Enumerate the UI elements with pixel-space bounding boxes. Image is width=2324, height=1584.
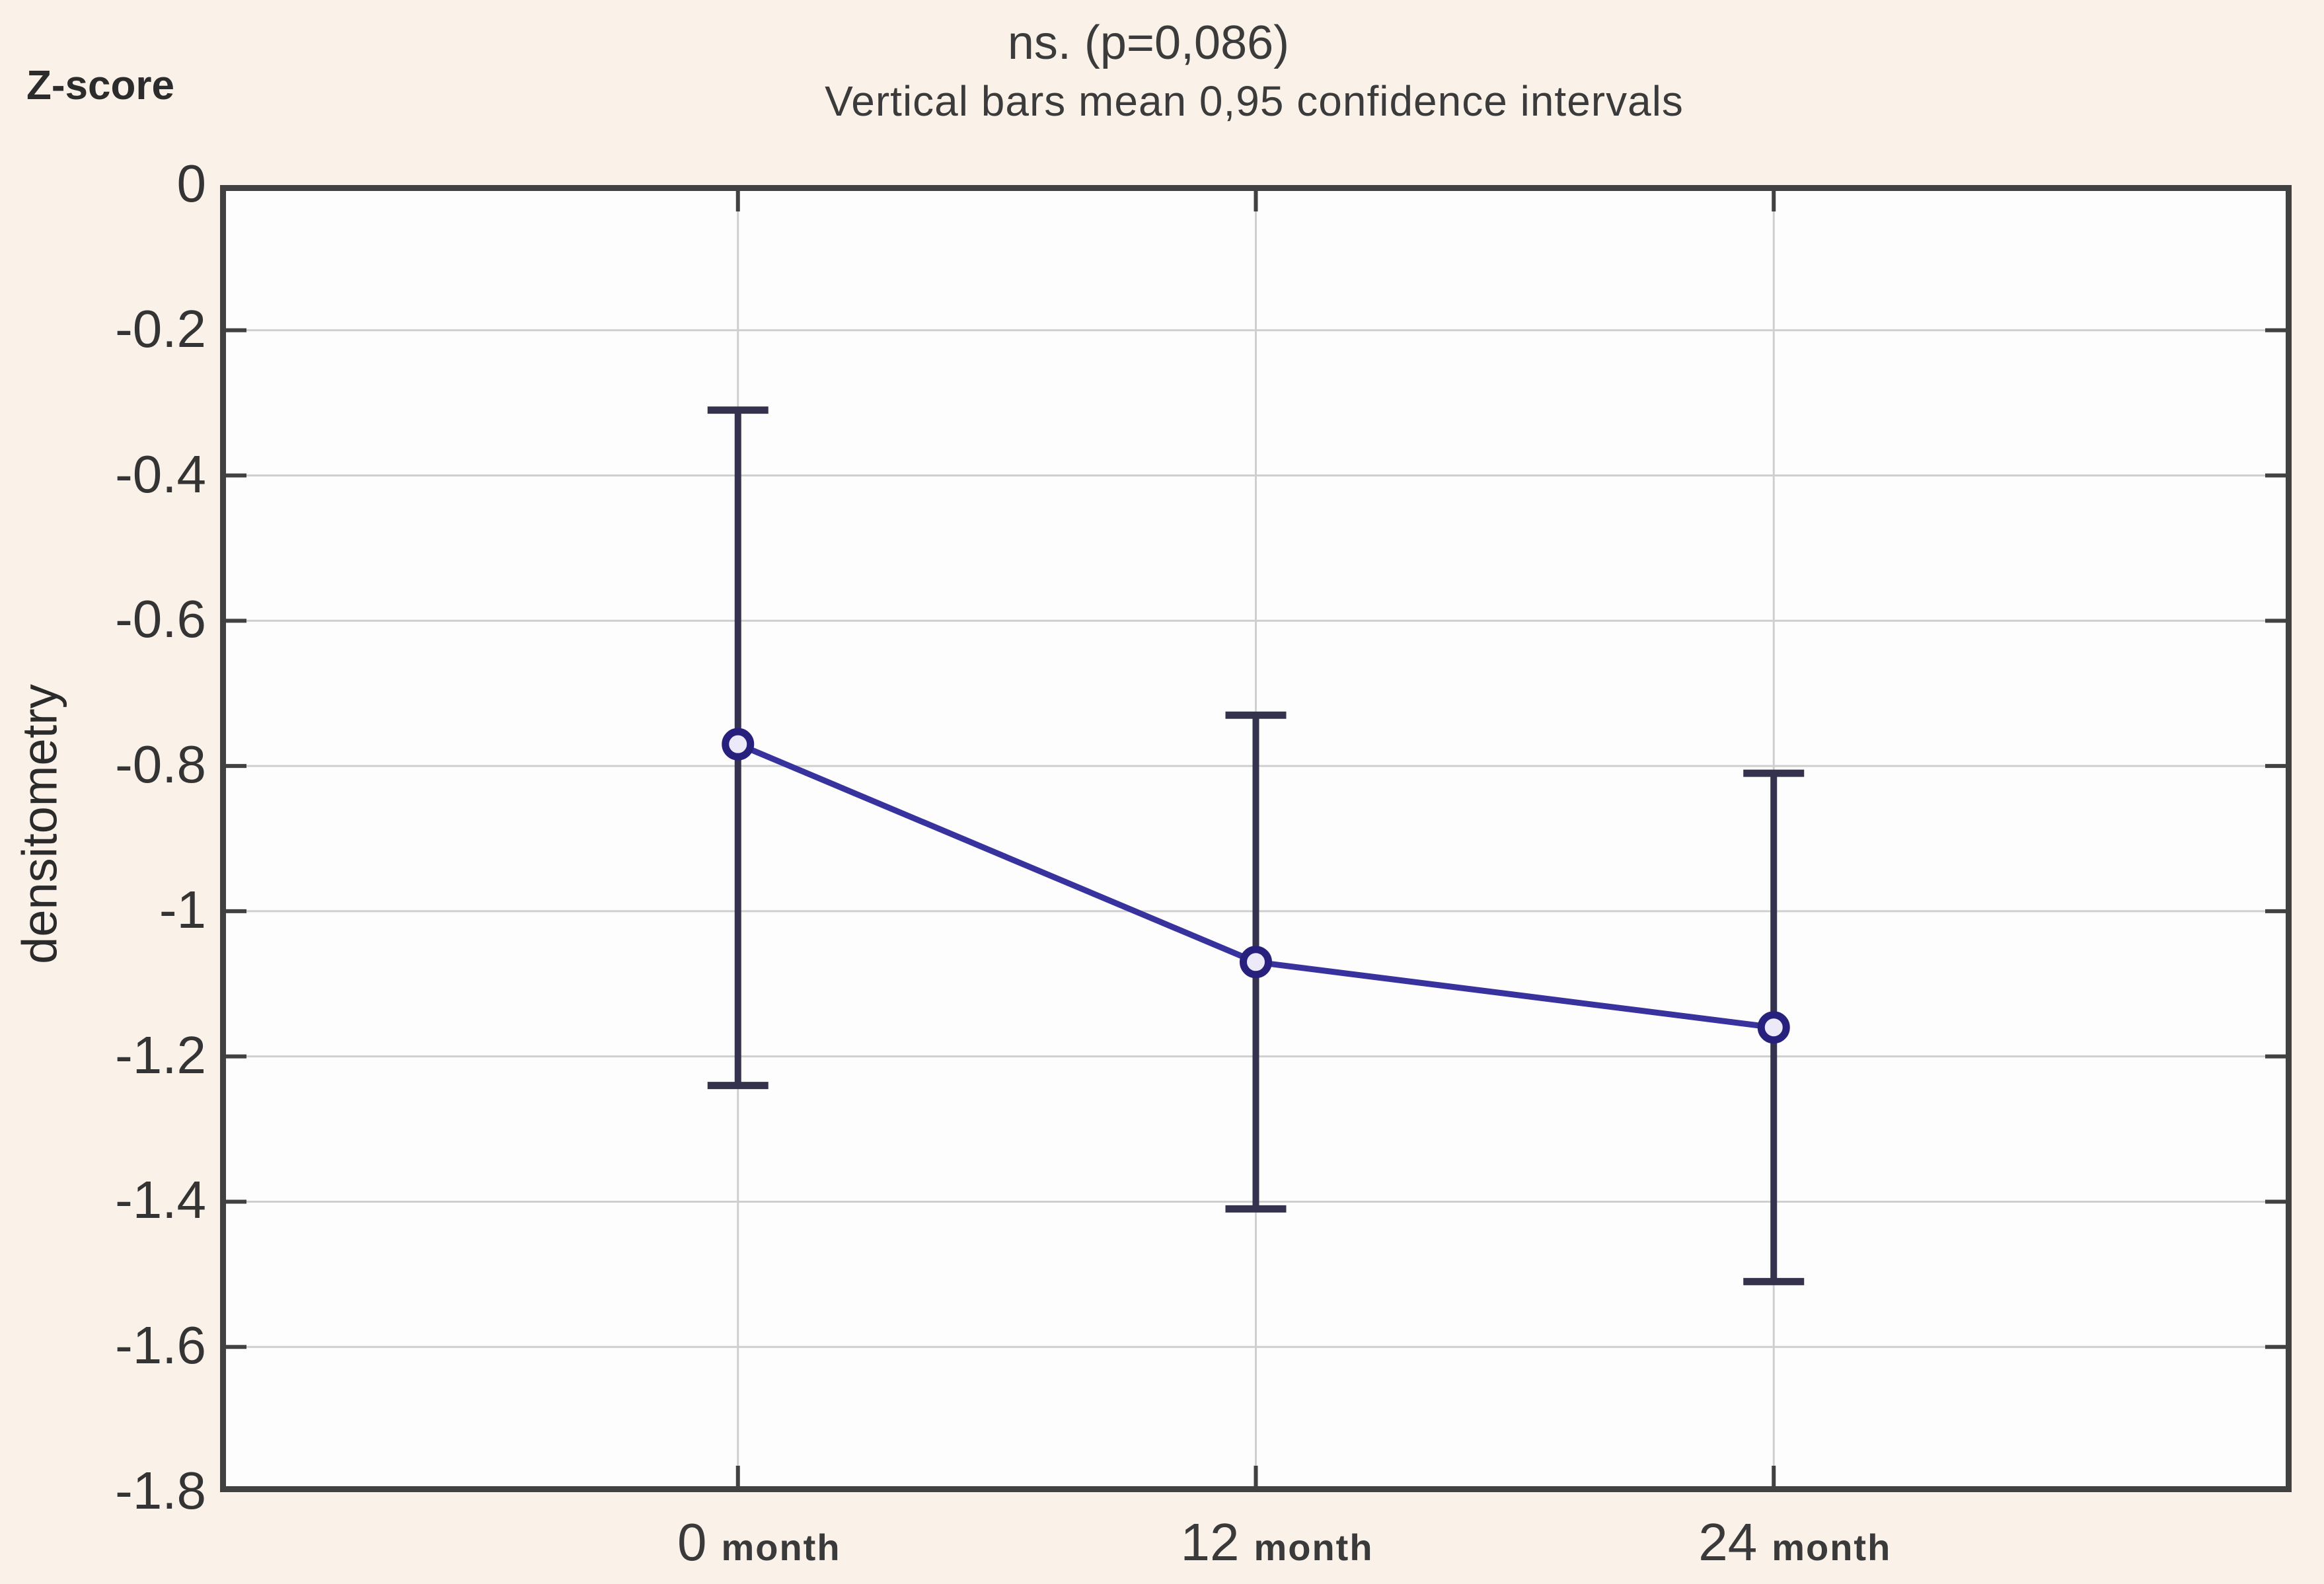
x-tick-unit: month bbox=[1772, 1527, 1892, 1568]
chart-title: ns. (p=0,086) bbox=[1007, 17, 1290, 69]
plot-area bbox=[220, 185, 2292, 1492]
y-axis-tick-label: -0.4 bbox=[115, 444, 206, 504]
chart-canvas bbox=[220, 185, 2292, 1492]
y-axis-tick-label: -0.8 bbox=[115, 735, 206, 794]
y-axis-tick-label: -1.2 bbox=[115, 1025, 206, 1084]
x-tick-number: 24 bbox=[1698, 1513, 1758, 1571]
y-axis-tick-label: -1.8 bbox=[115, 1461, 206, 1521]
x-tick-unit: month bbox=[721, 1527, 841, 1568]
y-axis-tick-label: -1.6 bbox=[115, 1316, 206, 1375]
chart-subtitle: Vertical bars mean 0,95 confidence inter… bbox=[825, 77, 1684, 125]
y-axis-tick-label: -0.6 bbox=[115, 589, 206, 649]
y-axis-unit-label: Z-score bbox=[26, 63, 174, 108]
y-axis-tick-label: -0.2 bbox=[115, 299, 206, 358]
x-axis-tick-label: 12 month bbox=[1180, 1512, 1373, 1573]
data-point-marker bbox=[1240, 946, 1272, 979]
y-axis-tick-label: 0 bbox=[176, 154, 207, 213]
x-tick-number: 12 bbox=[1180, 1513, 1240, 1571]
data-point-marker bbox=[722, 728, 755, 761]
y-axis-tick-label: -1 bbox=[159, 880, 206, 940]
y-axis-tick-label: -1.4 bbox=[115, 1170, 206, 1230]
y-axis-title: densitometry bbox=[12, 684, 67, 964]
plot-frame bbox=[220, 185, 2292, 1492]
x-tick-unit: month bbox=[1254, 1527, 1374, 1568]
x-axis-tick-label: 0 month bbox=[677, 1512, 841, 1573]
data-point-marker bbox=[1757, 1011, 1790, 1044]
x-tick-number: 0 bbox=[677, 1513, 707, 1571]
x-axis-tick-label: 24 month bbox=[1698, 1512, 1891, 1573]
